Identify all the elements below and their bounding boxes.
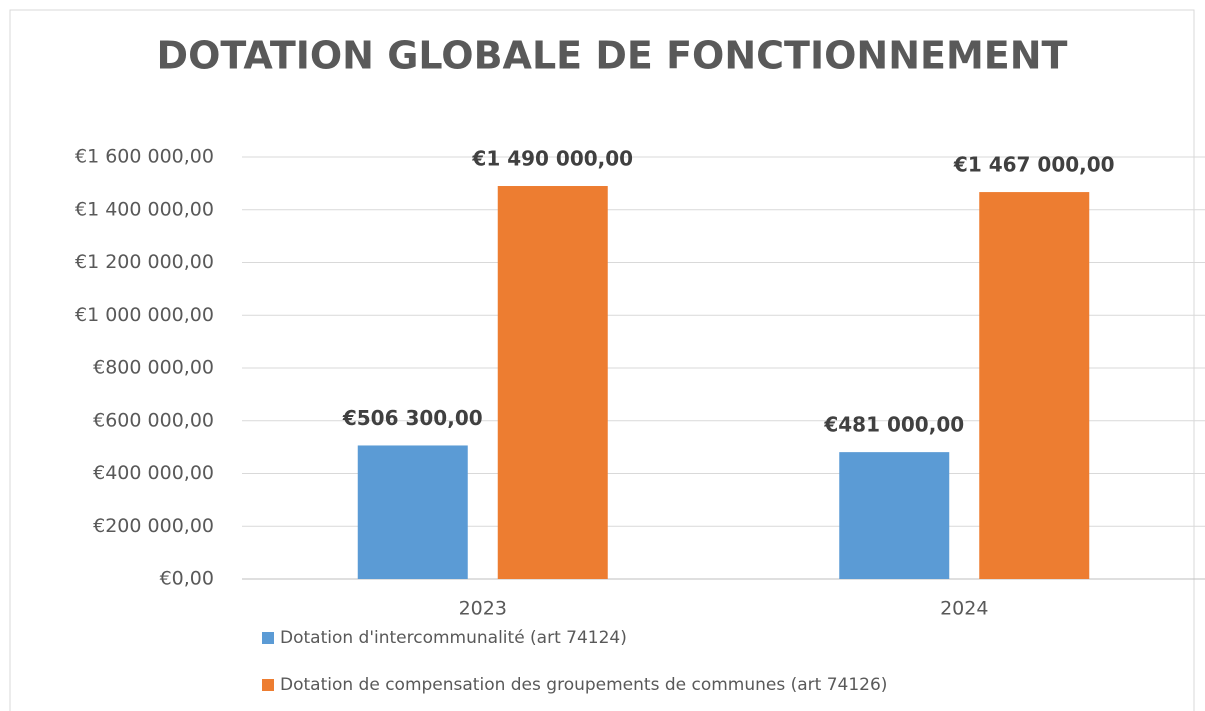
legend-label: Dotation d'intercommunalité (art 74124) — [280, 628, 627, 648]
y-tick-label: €1 200 000,00 — [75, 251, 214, 273]
y-tick-label: €1 600 000,00 — [75, 146, 214, 168]
x-tick-label: 2023 — [459, 598, 507, 620]
y-tick-label: €600 000,00 — [93, 409, 214, 431]
bar — [839, 452, 950, 579]
x-tick-label: 2024 — [940, 598, 988, 620]
bar — [357, 445, 468, 579]
value-label: €1 467 000,00 — [953, 153, 1115, 177]
legend-swatch — [262, 632, 274, 644]
y-tick-label: €400 000,00 — [93, 462, 214, 484]
y-tick-label: €1 400 000,00 — [75, 198, 214, 220]
chart-title: DOTATION GLOBALE DE FONCTIONNEMENT — [157, 34, 1068, 78]
value-label: €1 490 000,00 — [471, 147, 633, 171]
legend-label: Dotation de compensation des groupements… — [280, 675, 887, 695]
value-label: €506 300,00 — [342, 406, 483, 430]
value-label: €481 000,00 — [823, 413, 964, 437]
chart-border — [9, 9, 1195, 711]
y-tick-label: €800 000,00 — [93, 357, 214, 379]
y-tick-label: €0,00 — [160, 568, 214, 590]
y-tick-label: €200 000,00 — [93, 515, 214, 537]
bar — [979, 192, 1090, 580]
bar — [497, 186, 608, 579]
y-tick-label: €1 000 000,00 — [75, 304, 214, 326]
legend-swatch — [262, 679, 274, 691]
